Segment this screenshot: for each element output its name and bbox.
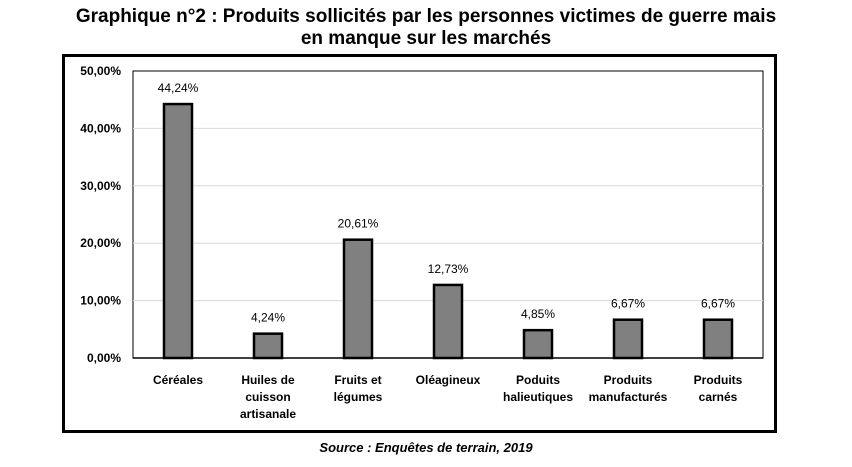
category-label-line: carnés bbox=[699, 390, 738, 404]
category-label-line: Oléagineux bbox=[416, 373, 481, 387]
bar bbox=[522, 328, 554, 360]
chart-title-line-2: en manque sur les marchés bbox=[300, 28, 552, 49]
data-label: 6,67% bbox=[611, 297, 645, 311]
source-note: Source : Enquêtes de terrain, 2019 bbox=[319, 440, 533, 455]
category-label-line: halieutiques bbox=[503, 390, 573, 404]
category-label: Produits carnés bbox=[694, 373, 743, 404]
data-label: 44,24% bbox=[158, 81, 199, 95]
category-label: Fruits et légumes bbox=[334, 373, 383, 404]
bar bbox=[252, 332, 284, 360]
bar bbox=[612, 318, 644, 360]
category-label-line: cuisson bbox=[245, 390, 290, 404]
category-label-line: artisanale bbox=[240, 407, 296, 421]
data-label: 20,61% bbox=[338, 217, 379, 231]
category-label-line: manufacturés bbox=[589, 390, 668, 404]
category-label-line: Céréales bbox=[153, 373, 203, 387]
category-label-line: Huiles de bbox=[241, 373, 295, 387]
chart-title: Graphique n°2 : Produits sollicités par … bbox=[0, 6, 852, 50]
category-label-line: Fruits et bbox=[334, 373, 381, 387]
data-label: 6,67% bbox=[701, 297, 735, 311]
category-label: Céréales bbox=[153, 373, 203, 387]
bar bbox=[432, 283, 464, 360]
y-tick-label: 20,00% bbox=[80, 236, 121, 250]
y-tick-label: 0,00% bbox=[87, 351, 121, 365]
bar bbox=[702, 318, 734, 360]
chart-frame bbox=[62, 54, 777, 433]
bar bbox=[162, 102, 194, 360]
category-label-line: Produits bbox=[604, 373, 653, 387]
category-label: Poduits halieutiques bbox=[503, 373, 573, 404]
category-label: Huiles de cuisson artisanale bbox=[240, 373, 296, 421]
y-tick-label: 10,00% bbox=[80, 294, 121, 308]
y-tick-label: 30,00% bbox=[80, 179, 121, 193]
category-label: Produits manufacturés bbox=[589, 373, 668, 404]
y-tick-label: 40,00% bbox=[80, 121, 121, 135]
data-label: 12,73% bbox=[428, 262, 469, 276]
category-label-line: Poduits bbox=[516, 373, 560, 387]
bar bbox=[342, 238, 374, 360]
category-label-line: légumes bbox=[334, 390, 383, 404]
chart-title-line-1: Graphique n°2 : Produits sollicités par … bbox=[75, 6, 777, 27]
y-tick-label: 50,00% bbox=[80, 64, 121, 78]
category-label-line: Produits bbox=[694, 373, 743, 387]
data-label: 4,85% bbox=[521, 307, 555, 321]
category-label: Oléagineux bbox=[416, 373, 481, 387]
data-label: 4,24% bbox=[251, 311, 285, 325]
